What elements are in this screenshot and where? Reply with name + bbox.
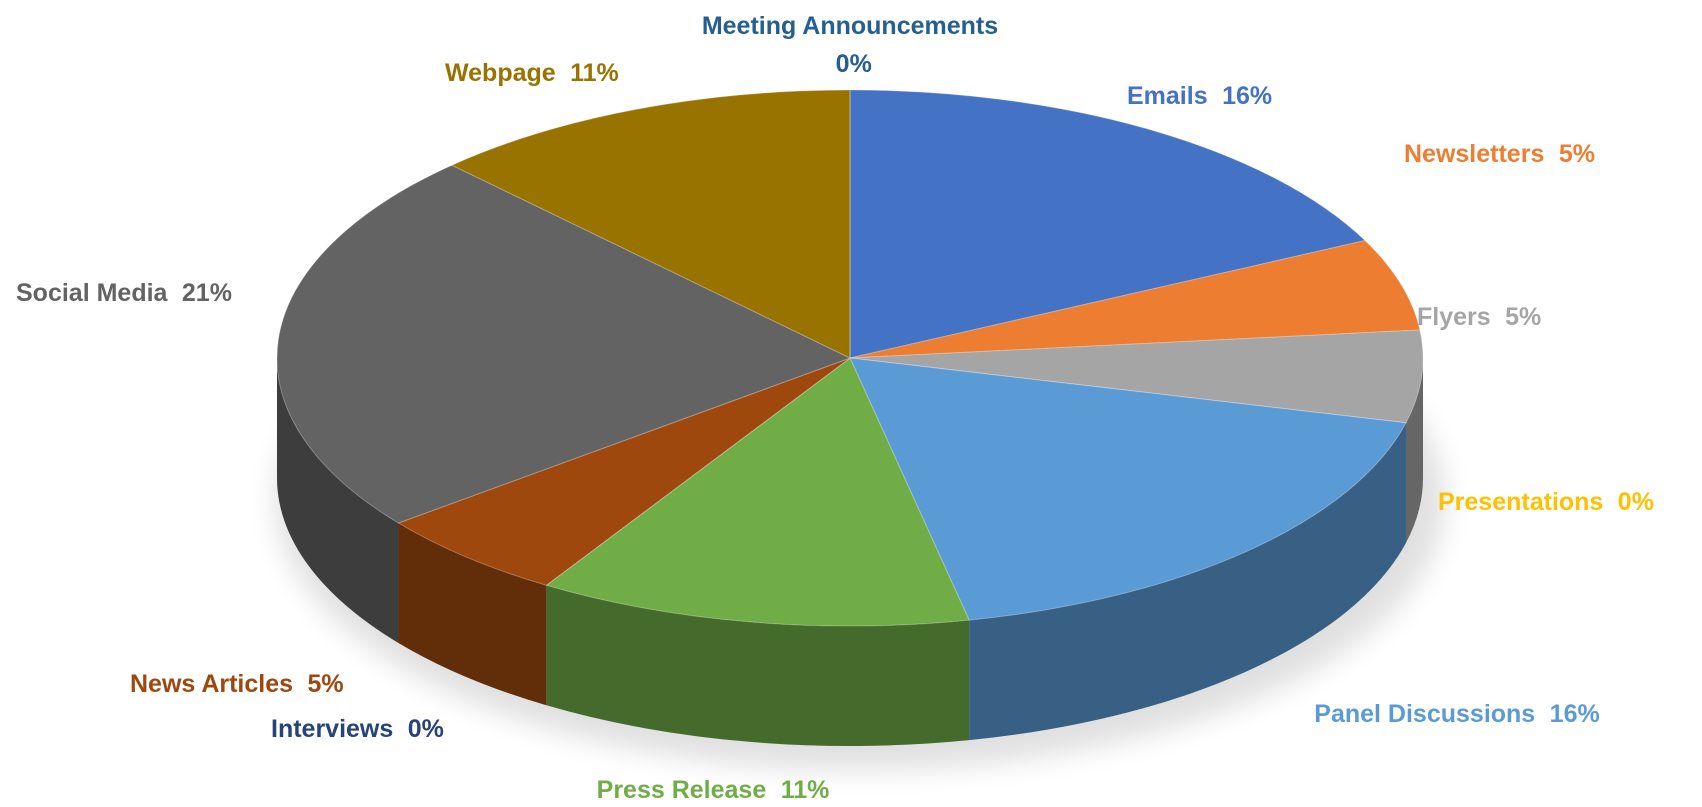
data-label: Panel Discussions 16% bbox=[1307, 695, 1607, 733]
label-value: 16% bbox=[1549, 700, 1600, 728]
data-label: Presentations 0% bbox=[1438, 483, 1654, 521]
slice-side bbox=[398, 522, 547, 706]
slice bbox=[397, 357, 851, 586]
data-label: Social Media 21% bbox=[16, 274, 232, 312]
slice bbox=[849, 89, 1367, 359]
slice bbox=[450, 89, 851, 359]
data-label: Emails 16% bbox=[1127, 77, 1272, 115]
label-name: Panel Discussions bbox=[1314, 700, 1536, 728]
data-label: Webpage 11% bbox=[445, 54, 619, 92]
data-label: Meeting Announcements 0% bbox=[690, 7, 1010, 83]
data-label: Flyers 5% bbox=[1417, 298, 1541, 336]
label-name: Interviews bbox=[271, 715, 394, 743]
label-name: Emails bbox=[1127, 82, 1208, 110]
label-name: Newsletters bbox=[1404, 140, 1545, 168]
label-name: Meeting Announcements bbox=[701, 12, 999, 40]
slice-side bbox=[1405, 358, 1423, 543]
label-value: 11% bbox=[570, 59, 619, 87]
slice-side bbox=[277, 358, 399, 643]
label-value: 21% bbox=[181, 279, 232, 307]
label-value: 11% bbox=[780, 776, 830, 804]
label-name: Presentations bbox=[1438, 488, 1604, 516]
label-value: 16% bbox=[1222, 82, 1273, 110]
label-name: Flyers bbox=[1417, 303, 1491, 331]
label-value: 5% bbox=[1505, 303, 1542, 331]
label-name: Social Media bbox=[16, 279, 168, 307]
label-name: Press Release bbox=[596, 776, 767, 804]
label-name: Webpage bbox=[445, 59, 556, 87]
data-label: Interviews 0% bbox=[271, 710, 444, 748]
label-name: News Articles bbox=[130, 670, 294, 698]
slice bbox=[276, 164, 852, 524]
label-value: 0% bbox=[1617, 488, 1654, 516]
slice bbox=[849, 329, 1424, 424]
data-label: News Articles 5% bbox=[130, 665, 344, 703]
slice-side bbox=[546, 585, 970, 746]
slice-side bbox=[969, 422, 1406, 741]
label-value: 0% bbox=[407, 715, 444, 743]
label-value: 0% bbox=[835, 50, 872, 78]
data-label: Newsletters 5% bbox=[1404, 135, 1595, 173]
label-value: 5% bbox=[307, 670, 344, 698]
slice bbox=[849, 357, 1407, 621]
label-value: 5% bbox=[1558, 140, 1595, 168]
slice bbox=[545, 357, 970, 627]
slice bbox=[849, 239, 1421, 359]
data-label: Press Release 11% bbox=[597, 771, 830, 807]
